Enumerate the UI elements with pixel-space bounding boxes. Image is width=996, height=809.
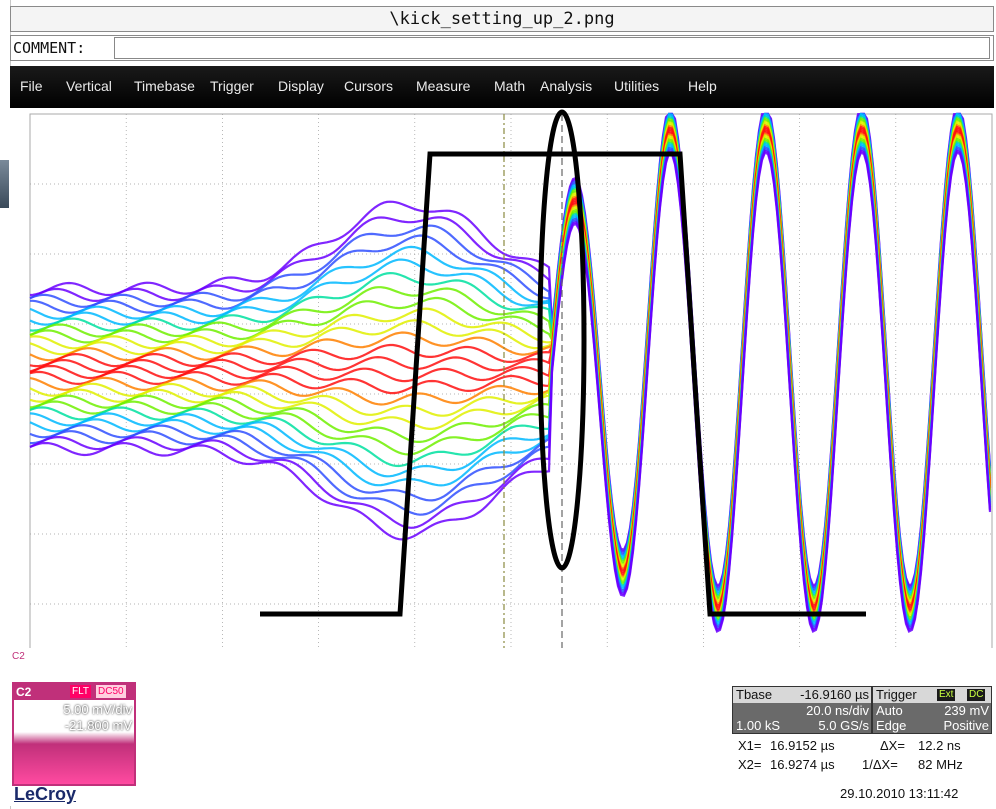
coupling-dc-badge: DC50 bbox=[96, 685, 126, 698]
menu-cursors[interactable]: Cursors bbox=[344, 78, 394, 94]
menu-measure[interactable]: Measure bbox=[416, 78, 471, 94]
brand-logo: LeCroy bbox=[14, 784, 77, 804]
menubar: File Vertical Timebase Trigger Display C… bbox=[10, 66, 994, 108]
timebase-delay: -16.9160 µs bbox=[800, 687, 869, 702]
menu-analysis[interactable]: Analysis bbox=[540, 78, 593, 94]
timebase-descriptor[interactable]: Tbase -16.9160 µs 20.0 ns/div 1.00 kS 5.… bbox=[732, 686, 872, 734]
inv-dx-value: 82 MHz bbox=[918, 757, 963, 772]
menu-timebase[interactable]: Timebase bbox=[134, 78, 195, 94]
x2-value: 16.9274 µs bbox=[770, 757, 835, 772]
left-strip-mark bbox=[0, 160, 9, 208]
trigger-src-badge: Ext bbox=[937, 689, 956, 701]
x1-value: 16.9152 µs bbox=[770, 738, 835, 753]
trigger-level: 239 mV bbox=[944, 703, 989, 718]
trigger-coupling-badge: DC bbox=[967, 689, 986, 701]
menu-display[interactable]: Display bbox=[278, 78, 324, 94]
coupling-flt-badge: FLT bbox=[70, 685, 92, 698]
waveform-display[interactable] bbox=[10, 108, 994, 722]
trigger-label: Trigger bbox=[876, 687, 917, 702]
comment-row: COMMENT: bbox=[10, 35, 994, 61]
channel-tag: C2 bbox=[12, 651, 25, 662]
channel-offset: -21.800 mV bbox=[64, 718, 132, 733]
waveform-svg bbox=[29, 109, 993, 675]
dx-label: ΔX= bbox=[880, 738, 905, 753]
comment-input[interactable] bbox=[114, 37, 990, 59]
x2-label: X2= bbox=[738, 757, 762, 772]
highlight-ellipse bbox=[537, 109, 587, 571]
menu-file[interactable]: File bbox=[20, 78, 43, 94]
inv-dx-label: 1/ΔX= bbox=[862, 757, 898, 772]
menu-utilities[interactable]: Utilities bbox=[614, 78, 660, 94]
sample-rate: 5.0 GS/s bbox=[818, 718, 869, 733]
trigger-type: Edge bbox=[876, 718, 907, 733]
trigger-header: Trigger Ext DC bbox=[873, 687, 991, 703]
timebase-label: Tbase bbox=[736, 687, 773, 702]
persistence-trace bbox=[29, 150, 992, 634]
menu-help[interactable]: Help bbox=[688, 78, 717, 94]
scope-app: File Vertical Timebase Trigger Display C… bbox=[10, 66, 994, 806]
volts-per-div: 5.00 mV/div bbox=[63, 702, 132, 717]
channel-name: C2 bbox=[16, 685, 32, 699]
kicker-pulse-overlay bbox=[260, 151, 866, 617]
timebase-header: Tbase -16.9160 µs bbox=[733, 687, 871, 703]
sample-count: 1.00 kS bbox=[736, 718, 781, 733]
menu-math[interactable]: Math bbox=[494, 78, 526, 94]
datetime: 29.10.2010 13:11:42 bbox=[840, 786, 959, 801]
comment-label: COMMENT: bbox=[13, 39, 86, 57]
trigger-descriptor[interactable]: Trigger Ext DC Auto 239 mV Edge Positive bbox=[872, 686, 992, 734]
trigger-mode: Auto bbox=[876, 703, 903, 718]
dx-value: 12.2 ns bbox=[918, 738, 961, 753]
menu-trigger[interactable]: Trigger bbox=[210, 78, 254, 94]
window-title: \kick_setting_up_2.png bbox=[10, 6, 994, 32]
x1-label: X1= bbox=[738, 738, 762, 753]
channel-descriptor[interactable]: C2 FLT DC50 5.00 mV/div -21.800 mV bbox=[12, 682, 136, 786]
menu-vertical[interactable]: Vertical bbox=[66, 78, 112, 94]
time-per-div: 20.0 ns/div bbox=[806, 703, 869, 718]
trigger-slope: Positive bbox=[943, 718, 989, 733]
